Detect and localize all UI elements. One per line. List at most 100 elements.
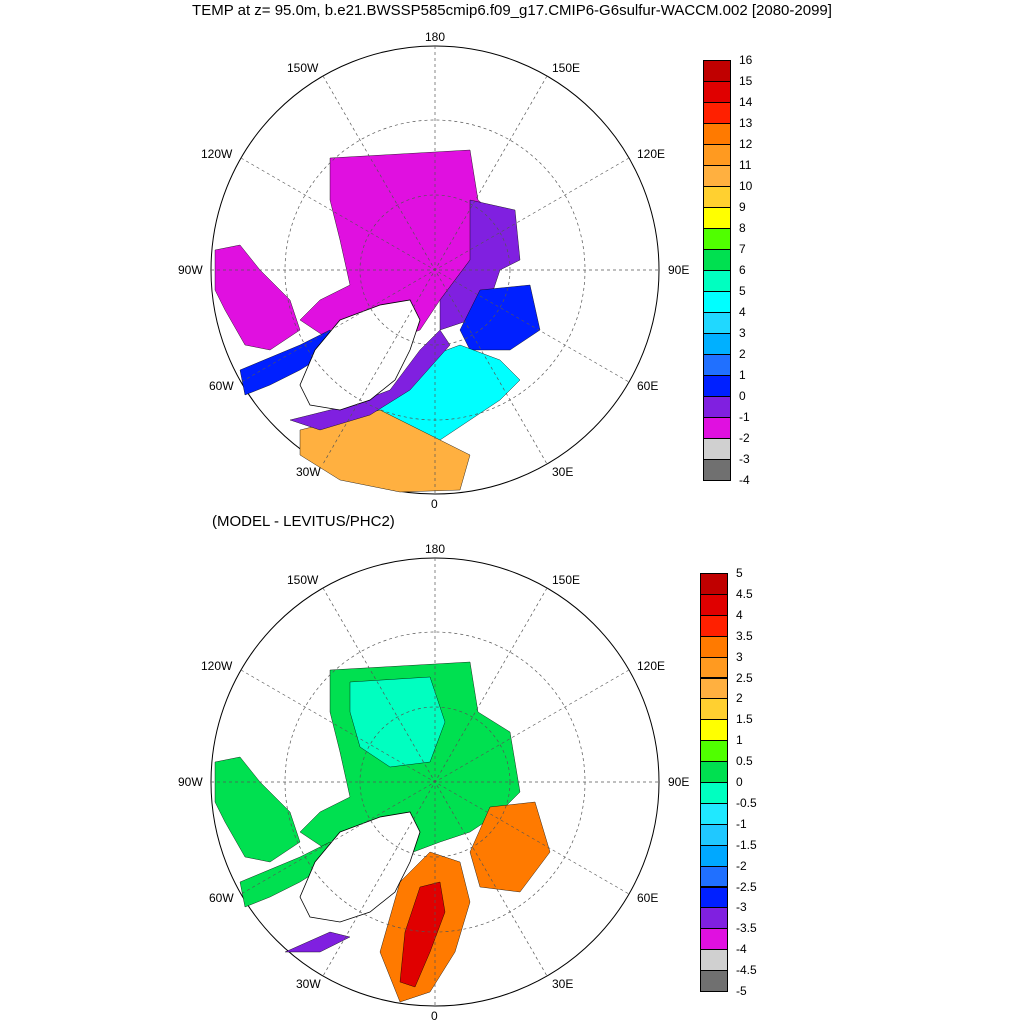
lon-label-60w-top: 60W [209, 379, 234, 393]
colorbar-tick-label: 12 [739, 137, 753, 151]
colorbar-tick-label: -3 [739, 452, 750, 466]
colorbar-swatch [703, 333, 731, 355]
colorbar-swatch [700, 928, 728, 951]
colorbar-tick-label: 5 [736, 566, 743, 580]
colorbar-bottom: 5 4.5 4 3.5 3 2.5 2 1.5 1 0.5 0 -0.5 -1 -1.5 -2 -2.5 -3 -… [700, 567, 760, 997]
difference-subtitle: (MODEL - LEVITUS/PHC2) [212, 513, 395, 530]
central-basin-fill-bottom [349, 676, 446, 768]
lon-label-120w-bottom: 120W [201, 659, 233, 673]
colorbar-swatch [703, 60, 731, 82]
colorbar-swatch [700, 614, 728, 637]
greenland-outline-top [299, 299, 421, 411]
colorbar-tick-label: -3.5 [736, 921, 757, 936]
colorbar-tick-label: 11 [739, 158, 752, 172]
colorbar-tick-label: 4 [739, 305, 746, 319]
colorbar-tick-label: 5 [739, 284, 746, 298]
colorbar-swatch [700, 593, 728, 616]
plot-title: TEMP at z= 95.0m, b.e21.BWSSP585cmip6.f0… [192, 2, 832, 19]
colorbar-tick-label: 4 [736, 607, 743, 622]
colorbar-tick-label: -4 [739, 473, 750, 487]
colorbar-swatch [700, 740, 728, 763]
colorbar-swatch [703, 459, 731, 481]
nordic-core-fill-bottom [399, 881, 446, 988]
lon-label-30e-top: 30E [552, 465, 573, 479]
colorbar-tick-label: 7 [739, 242, 746, 256]
colorbar-tick-label: 16 [739, 53, 753, 67]
colorbar-swatch [703, 354, 731, 376]
colorbar-tick-label: -2.5 [736, 879, 757, 894]
colorbar-swatch [700, 949, 728, 972]
colorbar-swatch [700, 907, 728, 930]
colorbar-tick-label: -1.5 [736, 837, 757, 852]
colorbar-swatch [700, 635, 728, 658]
barents-warm-fill-bottom [469, 801, 551, 893]
lon-label-180-top: 180 [425, 30, 445, 44]
lon-label-90w-top: 90W [178, 263, 203, 277]
colorbar-swatch [703, 207, 731, 229]
canadian-channels-fill-top [214, 244, 301, 351]
colorbar-swatch [700, 802, 728, 825]
colorbar-swatch [700, 970, 728, 992]
lon-label-60e-bottom: 60E [637, 891, 658, 905]
graticule-bottom [211, 558, 659, 1006]
lon-label-90e-top: 90E [668, 263, 689, 277]
colorbar-tick-label: 6 [739, 263, 746, 277]
colorbar-top: 16 15 14 13 12 11 10 9 8 7 6 5 4 3 2 1 0 -1 -2 -3 -4 [703, 54, 763, 486]
colorbar-tick-label: -2 [739, 431, 750, 445]
colorbar-tick-label: 2 [739, 347, 746, 361]
lon-label-120e-bottom: 120E [637, 659, 665, 673]
colorbar-swatch [700, 677, 728, 700]
colorbar-tick-label: -0.5 [736, 795, 757, 810]
colorbar-tick-label: 1 [736, 733, 743, 748]
colorbar-tick-label: 14 [739, 95, 753, 109]
colorbar-tick-label: -4 [736, 942, 747, 957]
colorbar-swatch [703, 123, 731, 145]
colorbar-swatch [703, 438, 731, 460]
lon-label-30w-top: 30W [296, 465, 321, 479]
lon-label-90e-bottom: 90E [668, 775, 689, 789]
colorbar-swatch [703, 249, 731, 271]
colorbar-swatch [703, 291, 731, 313]
colorbar-tick-label: 2 [736, 691, 743, 706]
lon-label-120e-top: 120E [637, 147, 665, 161]
colorbar-swatch [703, 186, 731, 208]
lon-label-0-top: 0 [431, 497, 438, 510]
lon-label-150w-top: 150W [287, 61, 319, 75]
lon-label-120w-top: 120W [201, 147, 233, 161]
lon-label-150e-bottom: 150E [552, 573, 580, 587]
colorbar-tick-label: -4.5 [736, 963, 757, 978]
lon-label-60w-bottom: 60W [209, 891, 234, 905]
colorbar-swatch [700, 823, 728, 846]
colorbar-tick-label: 3 [736, 649, 743, 664]
colorbar-swatch [700, 886, 728, 909]
colorbar-tick-label: 0 [739, 389, 746, 403]
colorbar-swatch [703, 165, 731, 187]
colorbar-swatch [703, 417, 731, 439]
colorbar-swatch [700, 573, 728, 595]
colorbar-tick-label: 0 [736, 775, 743, 789]
colorbar-swatch [700, 656, 728, 679]
colorbar-swatch [703, 81, 731, 103]
labrador-fill-bottom [284, 931, 351, 953]
lon-label-30e-bottom: 30E [552, 977, 573, 991]
colorbar-swatch [703, 375, 731, 397]
lon-label-30w-bottom: 30W [296, 977, 321, 991]
colorbar-swatch [700, 761, 728, 783]
colorbar-tick-label: -2 [736, 858, 747, 873]
lon-label-60e-top: 60E [637, 379, 658, 393]
colorbar-swatch [703, 228, 731, 250]
colorbar-tick-label: 10 [739, 179, 753, 193]
lon-label-150w-bottom: 150W [287, 573, 319, 587]
colorbar-tick-label: 13 [739, 116, 753, 130]
colorbar-tick-label: 9 [739, 200, 746, 214]
colorbar-swatch [700, 698, 728, 721]
top-polar-map: 180 0 90W 90E 150W 120W 150E 120E 60W 30… [178, 30, 689, 510]
bottom-polar-map: 180 0 90W 90E 150W 120W 150E 120E 60W 30… [178, 542, 689, 1023]
lon-label-180-bottom: 180 [425, 542, 445, 556]
barents-fill-top [459, 284, 541, 351]
colorbar-swatch [700, 782, 728, 804]
colorbar-swatch [703, 312, 731, 334]
colorbar-swatch [703, 144, 731, 166]
colorbar-tick-label: 8 [739, 221, 746, 235]
colorbar-swatch [703, 270, 731, 292]
